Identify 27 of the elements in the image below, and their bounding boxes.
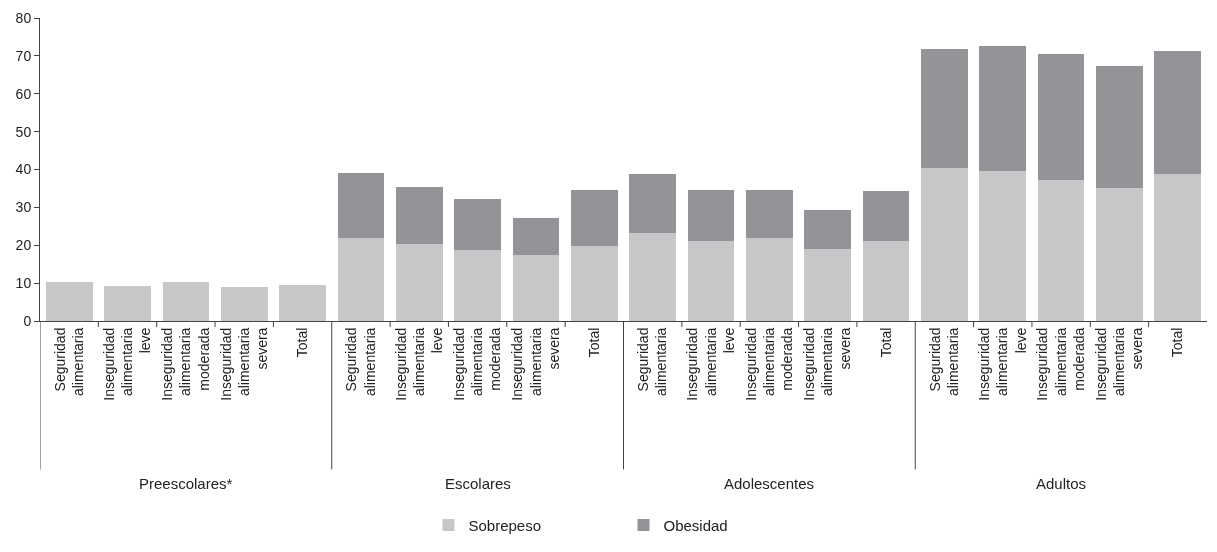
text: Adolescentes bbox=[724, 475, 815, 492]
x-tick-label: Total bbox=[294, 327, 311, 358]
y-tick-label: 50 bbox=[15, 123, 32, 140]
x-tick-label: Total bbox=[877, 327, 894, 358]
y-tick-label: 70 bbox=[15, 47, 32, 64]
y-tick-label: 20 bbox=[15, 237, 32, 254]
text: Escolares bbox=[445, 475, 511, 492]
x-tick-label: Inseguridad alimentaria leve bbox=[684, 327, 737, 401]
y-tick-label: 60 bbox=[15, 85, 32, 102]
x-tick-label: Seguridad alimentaria bbox=[926, 327, 962, 397]
y-tick-label: 80 bbox=[15, 9, 32, 26]
x-tick-label: Seguridad alimentaria bbox=[343, 327, 378, 397]
x-tick-label: Total bbox=[585, 327, 602, 358]
y-tick-label: 10 bbox=[15, 275, 32, 292]
x-tick-label: Inseguridad alimentaria leve bbox=[392, 327, 446, 401]
legend-label: Sobrepeso bbox=[468, 516, 542, 534]
text: Preescolares* bbox=[139, 475, 233, 492]
x-tick-label: Inseguridad alimentaria leve bbox=[976, 327, 1029, 401]
x-tick-label: Seguridad alimentaria bbox=[635, 327, 670, 397]
text: Adultos bbox=[1036, 475, 1087, 492]
y-tick-label: 0 bbox=[23, 312, 32, 329]
y-tick-label: 30 bbox=[15, 199, 32, 216]
x-tick-label: Total bbox=[1169, 327, 1186, 358]
legend-label: Obesidad bbox=[663, 516, 728, 534]
x-tick-label: Seguridad alimentaria bbox=[51, 327, 86, 397]
x-tick-label: Inseguridad alimentaria leve bbox=[100, 327, 154, 401]
y-tick-label: 40 bbox=[15, 161, 32, 178]
